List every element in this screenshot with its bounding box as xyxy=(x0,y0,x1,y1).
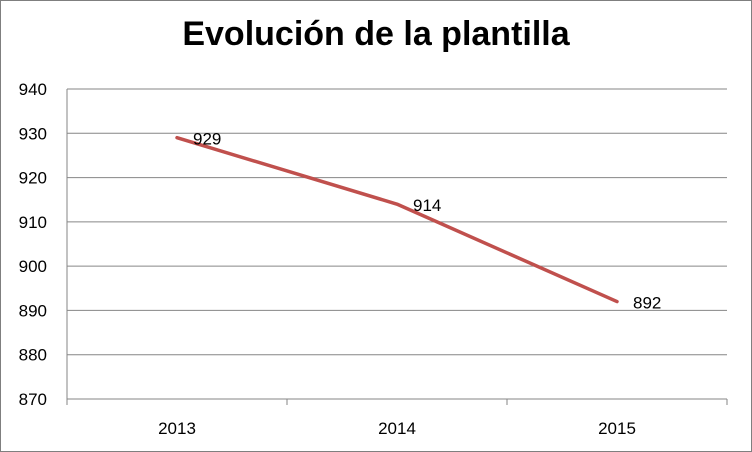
y-tick-label: 940 xyxy=(19,80,47,99)
series-line xyxy=(175,135,619,304)
y-tick-label: 930 xyxy=(19,124,47,143)
x-tick-label: 2015 xyxy=(598,419,636,438)
y-tick-label: 920 xyxy=(19,169,47,188)
data-label: 914 xyxy=(413,196,441,215)
y-tick-label: 870 xyxy=(19,390,47,409)
y-tick-label: 880 xyxy=(19,346,47,365)
y-tick-label: 910 xyxy=(19,213,47,232)
y-tick-label: 900 xyxy=(19,257,47,276)
chart-title: Evolución de la plantilla xyxy=(182,15,570,53)
data-label: 929 xyxy=(193,130,221,149)
x-tick-label: 2014 xyxy=(378,419,416,438)
y-tick-label: 890 xyxy=(19,301,47,320)
data-label: 892 xyxy=(633,294,661,313)
x-tick-label: 2013 xyxy=(158,419,196,438)
